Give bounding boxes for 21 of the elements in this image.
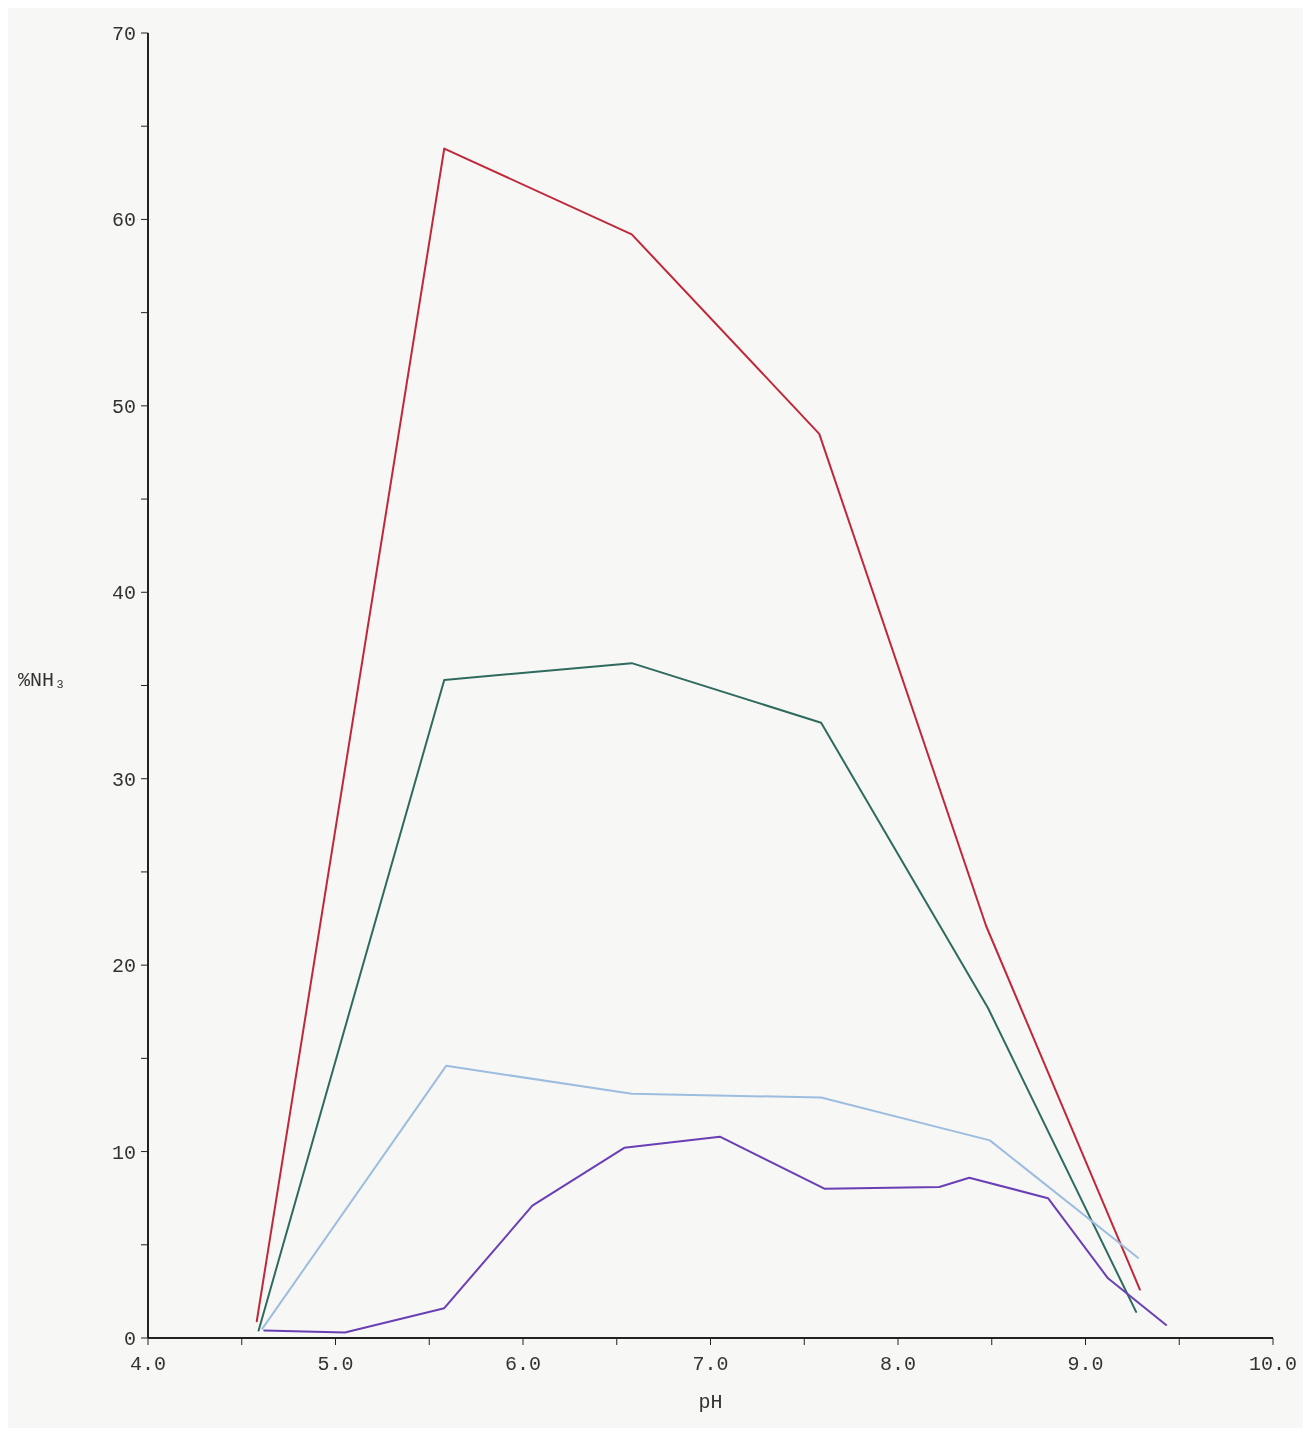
y-tick-label: 70 (111, 23, 136, 46)
y-tick-label: 50 (111, 395, 136, 419)
x-tick-label: 10.0 (1248, 1353, 1298, 1376)
x-tick-label: 4.0 (129, 1353, 167, 1376)
line-series (261, 1064, 1139, 1330)
line-series (255, 147, 1141, 1323)
x-tick-label: 5.0 (317, 1353, 354, 1376)
x-tick-label: 9.0 (1067, 1353, 1104, 1376)
line-series (257, 662, 1138, 1332)
y-tick-label: 40 (111, 582, 136, 606)
x-tick-label: 6.0 (504, 1353, 542, 1376)
x-tick-label: 7.0 (692, 1353, 729, 1376)
y-tick-label: 0 (123, 1328, 136, 1351)
y-tick-label: 30 (111, 768, 136, 792)
y-axis-title: %NH₃ (18, 668, 67, 692)
x-axis-title: pH (698, 1391, 723, 1414)
y-tick-label: 10 (111, 1141, 136, 1165)
y-tick-label: 20 (111, 955, 136, 979)
y-tick-label: 60 (111, 209, 136, 233)
x-tick-label: 8.0 (879, 1353, 917, 1376)
line-series (263, 1135, 1168, 1334)
